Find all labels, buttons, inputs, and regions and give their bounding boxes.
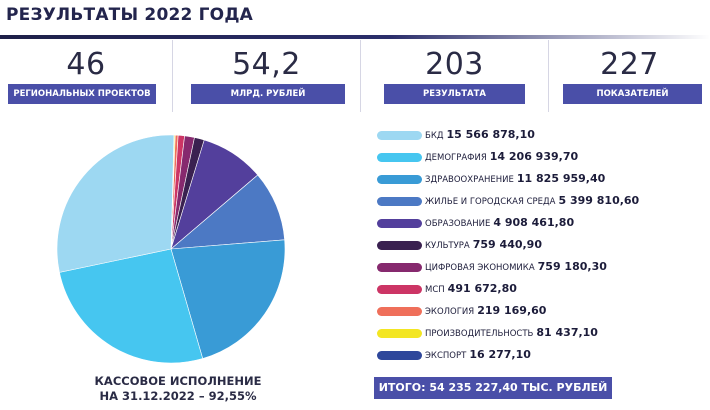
legend-swatch [377, 219, 422, 228]
stat-divider [172, 40, 173, 112]
legend-text: БКД 15 566 878,10 [425, 128, 535, 141]
legend-value: 491 672,80 [447, 282, 517, 295]
legend-swatch [377, 329, 422, 338]
stat-billion-rubles: 54,2 МЛРД. РУБЛЕЙ [173, 40, 360, 112]
legend-value: 15 566 878,10 [446, 128, 535, 141]
pie-chart [56, 134, 286, 364]
legend-value: 81 437,10 [536, 326, 598, 339]
stat-value: 46 [66, 47, 106, 82]
legend-name: ПРОИЗВОДИТЕЛЬНОСТЬ [425, 329, 534, 339]
legend-swatch [377, 241, 422, 250]
stat-label: МЛРД. РУБЛЕЙ [191, 84, 345, 104]
stat-value: 54,2 [232, 47, 301, 82]
legend-name: МСП [425, 285, 445, 295]
legend-text: КУЛЬТУРА 759 440,90 [425, 238, 542, 251]
legend-swatch [377, 263, 422, 272]
legend-value: 4 908 461,80 [493, 216, 575, 229]
pie-caption: КАССОВОЕ ИСПОЛНЕНИЕ НА 31.12.2022 – 92,5… [60, 374, 296, 404]
stat-indicators: 227 ПОКАЗАТЕЛЕЙ [549, 40, 710, 112]
legend-name: ЭКСПОРТ [425, 351, 467, 361]
stat-divider [548, 40, 549, 112]
legend-name: БКД [425, 131, 444, 141]
legend-text: ЭКОЛОГИЯ 219 169,60 [425, 304, 546, 317]
stat-label: РЕГИОНАЛЬНЫХ ПРОЕКТОВ [8, 84, 156, 104]
legend-value: 759 440,90 [472, 238, 542, 251]
legend-value: 11 825 959,40 [516, 172, 606, 185]
legend-name: ЭКОЛОГИЯ [425, 307, 475, 317]
legend-text: ДЕМОГРАФИЯ 14 206 939,70 [425, 150, 578, 163]
legend-text: ЭКСПОРТ 16 277,10 [425, 348, 531, 361]
legend-value: 219 169,60 [477, 304, 547, 317]
legend-swatch [377, 197, 422, 206]
stat-label: ПОКАЗАТЕЛЕЙ [563, 84, 702, 104]
legend-name: ОБРАЗОВАНИЕ [425, 219, 491, 229]
pie-slice-2 [170, 239, 286, 359]
legend-value: 14 206 939,70 [489, 150, 579, 163]
pie-slice-3 [170, 174, 285, 250]
stat-value: 203 [425, 47, 484, 82]
stat-regional-projects: 46 РЕГИОНАЛЬНЫХ ПРОЕКТОВ [0, 40, 172, 112]
total-badge: ИТОГО: 54 235 227,40 ТЫС. РУБЛЕЙ [374, 377, 612, 399]
legend-swatch [377, 307, 422, 316]
legend-name: ДЕМОГРАФИЯ [425, 153, 487, 163]
stat-divider [360, 40, 361, 112]
caption-line-1: КАССОВОЕ ИСПОЛНЕНИЕ [94, 374, 262, 388]
legend-text: ЦИФРОВАЯ ЭКОНОМИКА 759 180,30 [425, 260, 607, 273]
legend-swatch [377, 131, 422, 140]
legend-value: 16 277,10 [469, 348, 531, 361]
legend-text: МСП 491 672,80 [425, 282, 517, 295]
legend-swatch [377, 175, 422, 184]
legend-text: ЖИЛЬЕ И ГОРОДСКАЯ СРЕДА 5 399 810,60 [425, 194, 639, 207]
pie-slice-1 [59, 248, 204, 364]
stat-value: 227 [600, 47, 659, 82]
title-underline [0, 35, 710, 39]
caption-line-2: НА 31.12.2022 – 92,55% [99, 389, 257, 403]
legend-name: ЦИФРОВАЯ ЭКОНОМИКА [425, 263, 535, 273]
legend-swatch [377, 153, 422, 162]
legend-swatch [377, 351, 422, 360]
legend-text: ОБРАЗОВАНИЕ 4 908 461,80 [425, 216, 574, 229]
legend-value: 5 399 810,60 [558, 194, 640, 207]
legend-name: КУЛЬТУРА [425, 241, 470, 251]
pie-slice-0 [56, 134, 175, 273]
legend-name: ЖИЛЬЕ И ГОРОДСКАЯ СРЕДА [425, 197, 556, 207]
legend-text: ЗДРАВООХРАНЕНИЕ 11 825 959,40 [425, 172, 605, 185]
legend-value: 759 180,30 [537, 260, 607, 273]
legend-name: ЗДРАВООХРАНЕНИЕ [425, 175, 514, 185]
stat-label: РЕЗУЛЬТАТА [384, 84, 525, 104]
legend-swatch [377, 285, 422, 294]
legend-text: ПРОИЗВОДИТЕЛЬНОСТЬ 81 437,10 [425, 326, 598, 339]
page-title: РЕЗУЛЬТАТЫ 2022 ГОДА [6, 5, 254, 25]
stat-results: 203 РЕЗУЛЬТАТА [361, 40, 548, 112]
